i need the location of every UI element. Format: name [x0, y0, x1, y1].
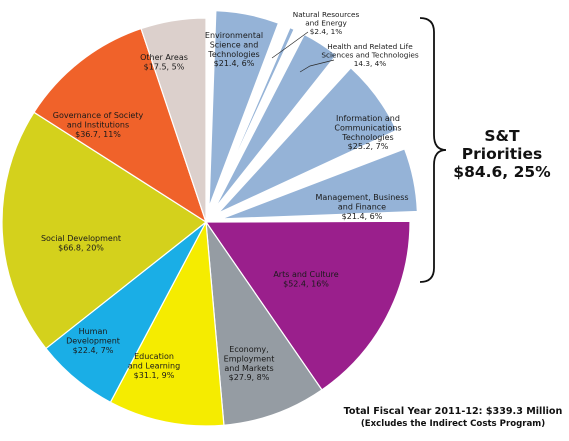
priorities-label-line1: S&T [484, 127, 520, 145]
label-line: Science and [210, 40, 259, 49]
label-information-and-communications-technologies: Information and Communications Technologie… [334, 114, 401, 151]
total-label: Total Fiscal Year 2011-12: $339.3 Millio… [344, 406, 563, 417]
label-natural-resources-and-energy: Natural Resources and Energy $2.4, 1% [293, 10, 360, 36]
pie-slices [1, 9, 419, 427]
label-line: $66.8, 20% [58, 243, 104, 252]
label-line: Information and [336, 114, 400, 123]
label-line: Management, Business [315, 193, 408, 202]
label-education-and-learning: Education and Learning $31.1, 9% [128, 352, 180, 380]
label-line: Health and Related Life [327, 42, 413, 51]
slice-other-areas [140, 17, 207, 223]
label-health-and-related-life-sciences-and-technologies: Health and Related Life Sciences and Tech… [321, 42, 419, 68]
label-line: Sciences and Technologies [321, 51, 419, 60]
label-management-business-and-finance: Management, Business and Finance $21.4, 6% [315, 193, 408, 221]
label-line: 14.3, 4% [354, 59, 387, 68]
label-line: $21.4, 6% [342, 212, 383, 221]
label-economy-employment-and-markets: Economy, Employment and Markets $27.9, 8% [224, 345, 275, 382]
label-human-development: Human Development $22.4, 7% [66, 327, 120, 355]
slice-labels: Environmental Science and Technologies $21.… [41, 10, 419, 382]
slice-health-and-related-life-sciences-and-technologies [212, 33, 338, 211]
slice-arts-and-culture [204, 220, 411, 391]
slice-governance-of-society-and-institutions [33, 27, 208, 224]
label-line: Economy, [229, 345, 268, 354]
priorities-label-line3: $84.6, 25% [453, 163, 551, 181]
label-line: $22.4, 7% [73, 346, 114, 355]
label-line: $52.4, 16% [283, 279, 329, 288]
label-other-areas: Other Areas $17.5, 5% [140, 53, 188, 71]
label-line: Communications [334, 123, 401, 132]
label-line: and Institutions [67, 120, 129, 129]
label-line: $2.4, 1% [310, 27, 343, 36]
label-line: Education [134, 352, 174, 361]
label-line: and Finance [338, 202, 386, 211]
label-line: Natural Resources [293, 10, 360, 19]
slice-natural-resources-and-energy [210, 26, 296, 210]
callout-line-health-related [299, 59, 335, 73]
slice-economy-employment-and-markets [205, 219, 323, 426]
label-line: $31.1, 9% [134, 371, 175, 380]
slice-environmental-science-and-technologies [207, 9, 280, 209]
callout-line-natural-resources [271, 31, 309, 59]
slice-management-business-and-finance [219, 147, 419, 221]
label-line: and Markets [224, 364, 273, 373]
label-line: Governance of Society [53, 111, 144, 120]
label-line: Arts and Culture [273, 270, 338, 279]
label-line: Development [66, 336, 120, 345]
label-governance-of-society-and-institutions: Governance of Society and Institutions $36… [53, 111, 144, 139]
label-line: $25.2, 7% [348, 142, 389, 151]
callout-lines [271, 31, 335, 73]
label-line: $17.5, 5% [144, 62, 185, 71]
label-line: Human [79, 327, 108, 336]
label-line: $36.7, 11% [75, 130, 121, 139]
priorities-brace [419, 17, 447, 283]
label-line: Technologies [341, 133, 393, 142]
label-line: Technologies [207, 50, 259, 59]
label-line: Social Development [41, 234, 121, 243]
slice-social-development [1, 111, 208, 350]
label-arts-and-culture: Arts and Culture $52.4, 16% [273, 270, 338, 288]
slice-education-and-learning [109, 219, 225, 427]
label-line: $27.9, 8% [229, 373, 270, 382]
label-line: Other Areas [140, 53, 188, 62]
label-line: Environmental [205, 31, 263, 40]
label-line: and Learning [128, 361, 180, 370]
label-environmental-science-and-technologies: Environmental Science and Technologies $21.… [205, 31, 263, 68]
label-line: Employment [224, 354, 275, 363]
priorities-label-line2: Priorities [462, 145, 542, 163]
label-social-development: Social Development $66.8, 20% [41, 234, 121, 252]
label-line: and Energy [305, 19, 347, 28]
slice-information-and-communications-technologies [216, 66, 398, 215]
total-note: (Excludes the Indirect Costs Program) [361, 419, 545, 429]
label-line: $21.4, 6% [214, 59, 255, 68]
